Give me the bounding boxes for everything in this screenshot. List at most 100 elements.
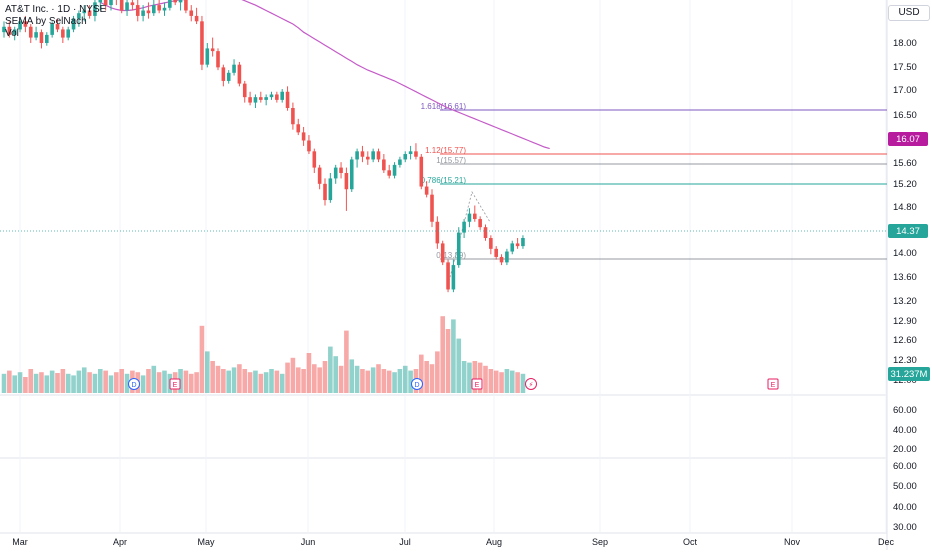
candle-body bbox=[103, 0, 108, 6]
price-tick-label: 18.00 bbox=[893, 38, 917, 49]
ema-line bbox=[100, 0, 550, 150]
earnings-marker[interactable]: E bbox=[169, 378, 181, 390]
volume-bar bbox=[162, 370, 167, 393]
candle-body bbox=[135, 5, 140, 16]
symbol-title[interactable]: AT&T Inc. · 1D · NYSE bbox=[5, 4, 107, 15]
volume-bar bbox=[461, 361, 467, 393]
candle-body bbox=[141, 10, 145, 16]
volume-bar bbox=[483, 365, 488, 393]
indicator-sema[interactable]: SEMA by SelNach bbox=[5, 16, 87, 27]
candle-body bbox=[12, 29, 17, 35]
earnings-marker[interactable]: E bbox=[767, 378, 779, 390]
volume-bar bbox=[338, 365, 344, 393]
candle-body bbox=[505, 251, 509, 263]
candle-body bbox=[435, 221, 440, 244]
volume-bar bbox=[124, 373, 130, 393]
fib-level-label: 0(13.89) bbox=[436, 251, 466, 260]
currency-button[interactable]: USD bbox=[888, 5, 930, 21]
candle-body bbox=[253, 97, 258, 103]
candle-body bbox=[515, 243, 520, 247]
volume-bar bbox=[7, 370, 12, 393]
volume-bar bbox=[386, 370, 392, 393]
volume-bar bbox=[520, 373, 526, 393]
candle-body bbox=[55, 24, 60, 30]
volume-bar bbox=[178, 369, 183, 393]
candle-body bbox=[18, 21, 22, 30]
pane2-tick-label: 40.00 bbox=[893, 425, 917, 436]
candle-body bbox=[242, 83, 247, 98]
volume-bar bbox=[12, 375, 17, 393]
volume-bar bbox=[274, 370, 280, 393]
pane3-tick-label: 60.00 bbox=[893, 461, 917, 472]
volume-bar bbox=[151, 365, 157, 393]
event-letter: E bbox=[173, 382, 178, 389]
volume-bar bbox=[87, 372, 92, 393]
candle-body bbox=[87, 10, 92, 16]
event-markers: D E D E E ⚡ bbox=[128, 378, 779, 390]
volume-bar bbox=[231, 367, 237, 393]
candle-body bbox=[312, 151, 317, 168]
volume-bar bbox=[312, 364, 317, 393]
volume-bar bbox=[354, 365, 360, 393]
lightning-icon bbox=[525, 378, 537, 390]
ema-value-label: 16.07 bbox=[896, 134, 920, 145]
candle-body bbox=[194, 15, 199, 22]
volume-bar bbox=[295, 367, 301, 393]
time-label: Apr bbox=[113, 537, 127, 547]
volume-bar bbox=[258, 373, 264, 393]
price-tick-label: 15.20 bbox=[893, 179, 917, 190]
candle-body bbox=[403, 154, 408, 160]
grid bbox=[0, 0, 888, 550]
candle-body bbox=[184, 0, 188, 11]
candle-body bbox=[200, 21, 204, 65]
earnings-marker[interactable]: E bbox=[471, 378, 483, 390]
candle-body bbox=[291, 108, 295, 125]
candle-body bbox=[28, 26, 33, 38]
candle-body bbox=[162, 7, 167, 11]
volume-bar bbox=[445, 329, 451, 393]
price-tick-label: 14.00 bbox=[893, 248, 917, 259]
volume-bar bbox=[451, 319, 456, 393]
time-label: Sep bbox=[592, 537, 608, 547]
candle-body bbox=[216, 51, 220, 68]
candle-body bbox=[349, 159, 354, 190]
volume-bar bbox=[226, 370, 231, 393]
candle-body bbox=[414, 151, 418, 157]
fib-level-label: 1.618(16.61) bbox=[421, 102, 467, 111]
time-label: Dec bbox=[878, 537, 895, 547]
event-letter: E bbox=[475, 382, 480, 389]
candle-body bbox=[77, 13, 81, 19]
candle-body bbox=[130, 2, 135, 6]
candle-body bbox=[237, 64, 242, 84]
candle-body bbox=[462, 221, 466, 233]
volume-bar bbox=[17, 372, 23, 393]
volume-bar bbox=[146, 369, 151, 393]
time-label: Aug bbox=[486, 537, 502, 547]
volume-bar bbox=[349, 359, 355, 393]
price-tick-label: 17.50 bbox=[893, 62, 917, 73]
volume-bar bbox=[33, 373, 39, 393]
volume-bar bbox=[515, 372, 520, 393]
volume-bar bbox=[429, 364, 435, 393]
candle-body bbox=[210, 48, 215, 52]
candle-body bbox=[173, 0, 177, 3]
volume-bar bbox=[92, 373, 98, 393]
candle-body bbox=[408, 151, 413, 155]
dividend-marker[interactable]: D bbox=[128, 378, 140, 390]
indicator-volume[interactable]: Vol bbox=[5, 28, 19, 39]
price-axis: 18.4018.0017.5017.0016.5016.0015.6015.20… bbox=[0, 5, 930, 533]
volume-bar bbox=[435, 351, 440, 393]
event-letter: E bbox=[771, 382, 776, 389]
candle-body bbox=[7, 26, 12, 35]
dividend-marker[interactable]: D bbox=[411, 378, 423, 390]
candle-body bbox=[456, 232, 461, 266]
volume-bar bbox=[285, 362, 290, 393]
volume-bar bbox=[397, 369, 403, 393]
candle-body bbox=[189, 10, 194, 16]
volume-bar bbox=[108, 375, 114, 393]
candle-body bbox=[317, 167, 322, 184]
volume-bar bbox=[504, 369, 510, 393]
volume-bar bbox=[71, 375, 76, 393]
